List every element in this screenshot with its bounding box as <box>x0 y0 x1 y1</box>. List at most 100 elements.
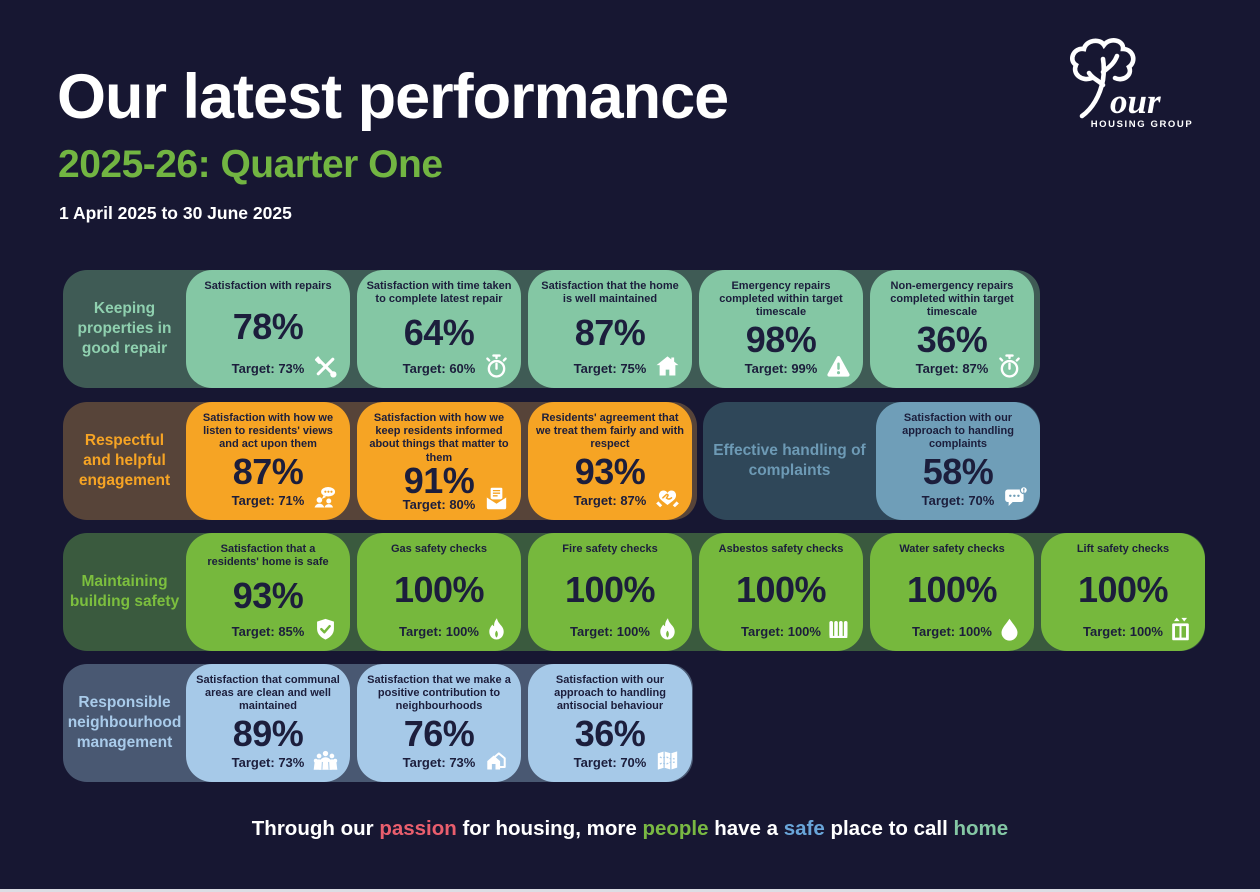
metric-title: Satisfaction that communal areas are cle… <box>196 674 340 713</box>
metric-title: Water safety checks <box>899 543 1005 555</box>
metric-value: 100% <box>906 568 998 610</box>
metric-card: Satisfaction with repairs 78% Target: 73% <box>186 270 350 388</box>
metric-target: Target: 70% <box>573 755 647 770</box>
warning-icon <box>825 353 852 380</box>
metric-card: Satisfaction that a residents' home is s… <box>186 533 350 651</box>
section-cards: Satisfaction with how we listen to resid… <box>186 402 692 520</box>
logo-tree-cloud <box>1070 38 1136 82</box>
metric-title: Satisfaction with repairs <box>204 280 332 292</box>
logo-tree-trunk <box>1079 56 1107 119</box>
section-band-neighbourhood: Responsible neighbourhood management Sati… <box>63 664 693 782</box>
stopwatch-icon <box>996 353 1023 380</box>
tagline-segment: safe <box>783 817 825 840</box>
house-icon <box>654 353 681 380</box>
metric-target: Target: 100% <box>912 624 992 639</box>
metric-card: Asbestos safety checks 100% Target: 100% <box>699 533 863 651</box>
metric-title: Gas safety checks <box>390 543 487 555</box>
page-header: Our latest performance 2025-26: Quarter … <box>57 62 729 224</box>
metric-card: Gas safety checks 100% Target: 100% <box>357 533 521 651</box>
metric-card: Residents' agreement that we treat them … <box>528 402 692 520</box>
panels-icon <box>825 616 852 643</box>
footer-tagline: Through our passion for housing, more pe… <box>0 817 1260 841</box>
page-edge <box>0 889 1260 892</box>
metric-target: Target: 99% <box>744 361 818 376</box>
tagline-segment: place to call <box>824 817 954 840</box>
page-subtitle: 2025-26: Quarter One <box>58 143 443 186</box>
metric-target: Target: 85% <box>231 624 305 639</box>
section-band-engagement: Respectful and helpful engagement Satisfa… <box>63 402 697 520</box>
metric-value: 100% <box>393 568 485 610</box>
people-chat-icon <box>312 485 339 512</box>
heart-hands-icon <box>654 485 681 512</box>
metric-value: 76% <box>403 713 475 755</box>
metric-card: Satisfaction with our approach to handli… <box>528 664 692 782</box>
section-cards: Satisfaction with repairs 78% Target: 73% S… <box>186 270 1034 388</box>
section-cards: Satisfaction that a residents' home is s… <box>186 533 1205 651</box>
section-label-repairs: Keeping properties in good repair <box>77 299 172 358</box>
metric-value: 100% <box>1077 568 1169 610</box>
lift-icon <box>1167 616 1194 643</box>
section-cards: Satisfaction that communal areas are cle… <box>186 664 692 782</box>
metric-card: Satisfaction with time taken to complete… <box>357 270 521 388</box>
date-range: 1 April 2025 to 30 June 2025 <box>59 203 292 223</box>
map-icon <box>654 747 681 774</box>
metric-value: 78% <box>232 305 304 347</box>
envelope-icon <box>483 485 510 512</box>
metric-value: 100% <box>564 568 656 610</box>
section-cards: Satisfaction with our approach to handli… <box>876 402 1040 520</box>
section-band-safety: Maintaining building safety Satisfaction … <box>63 533 1205 651</box>
logo-brand-text: our <box>1110 82 1161 121</box>
metric-card: Satisfaction that communal areas are cle… <box>186 664 350 782</box>
metric-title: Satisfaction with our approach to handli… <box>554 674 666 713</box>
metric-card: Fire safety checks 100% Target: 100% <box>528 533 692 651</box>
metric-title: Non-emergency repairs completed within t… <box>890 280 1014 319</box>
stopwatch-icon <box>483 353 510 380</box>
metric-title: Satisfaction that a residents' home is s… <box>207 543 329 569</box>
section-band-repairs: Keeping properties in good repair Satisfa… <box>63 270 1040 388</box>
metric-card: Emergency repairs completed within targe… <box>699 270 863 388</box>
tagline-segment: home <box>953 817 1009 840</box>
tagline-segment: for housing, more <box>456 817 643 840</box>
logo-sub-text: HOUSING GROUP <box>1091 119 1194 130</box>
section-label-engagement: Respectful and helpful engagement <box>78 431 171 490</box>
metric-target: Target: 75% <box>573 361 647 376</box>
metric-target: Target: 73% <box>231 361 305 376</box>
metric-value: 89% <box>232 713 304 755</box>
section-band-complaints: Effective handling of complaints Satisfac… <box>703 402 1040 520</box>
metric-title: Residents' agreement that we treat them … <box>536 412 684 451</box>
houses-icon <box>483 747 510 774</box>
metric-card: Satisfaction with our approach to handli… <box>876 402 1040 520</box>
metric-card: Satisfaction that we make a positive con… <box>357 664 521 782</box>
metric-target: Target: 73% <box>231 755 305 770</box>
metric-value: 93% <box>232 575 304 617</box>
metric-title: Asbestos safety checks <box>718 543 844 555</box>
metric-value: 93% <box>574 451 646 493</box>
tagline-segment: people <box>642 817 709 840</box>
tools-icon <box>312 353 339 380</box>
metric-card: Lift safety checks 100% Target: 100% <box>1041 533 1205 651</box>
metric-target: Target: 100% <box>399 624 479 639</box>
metric-title: Satisfaction with our approach to handli… <box>902 412 1014 451</box>
metric-card: Non-emergency repairs completed within t… <box>870 270 1034 388</box>
metric-value: 100% <box>735 568 827 610</box>
metric-value: 98% <box>745 319 817 361</box>
metric-value: 58% <box>922 451 994 493</box>
metric-target: Target: 73% <box>402 755 476 770</box>
tagline-segment: have a <box>708 817 784 840</box>
metric-value: 87% <box>232 451 304 493</box>
metric-value: 91% <box>403 459 475 501</box>
metric-target: Target: 100% <box>570 624 650 639</box>
metric-title: Satisfaction with how we keep residents … <box>369 412 509 464</box>
tagline-segment: Through our <box>251 817 380 840</box>
metric-title: Emergency repairs completed within targe… <box>719 280 843 319</box>
section-label-neighbourhood: Responsible neighbourhood management <box>67 693 182 752</box>
crowd-icon <box>312 747 339 774</box>
shield-check-icon <box>312 616 339 643</box>
metric-target: Target: 70% <box>921 493 995 508</box>
section-label-complaints: Effective handling of complaints <box>713 441 866 479</box>
metric-target: Target: 100% <box>1083 624 1163 639</box>
metric-title: Fire safety checks <box>562 543 658 555</box>
metric-value: 87% <box>574 312 646 354</box>
page-title: Our latest performance <box>57 62 729 132</box>
metric-title: Lift safety checks <box>1076 543 1170 555</box>
